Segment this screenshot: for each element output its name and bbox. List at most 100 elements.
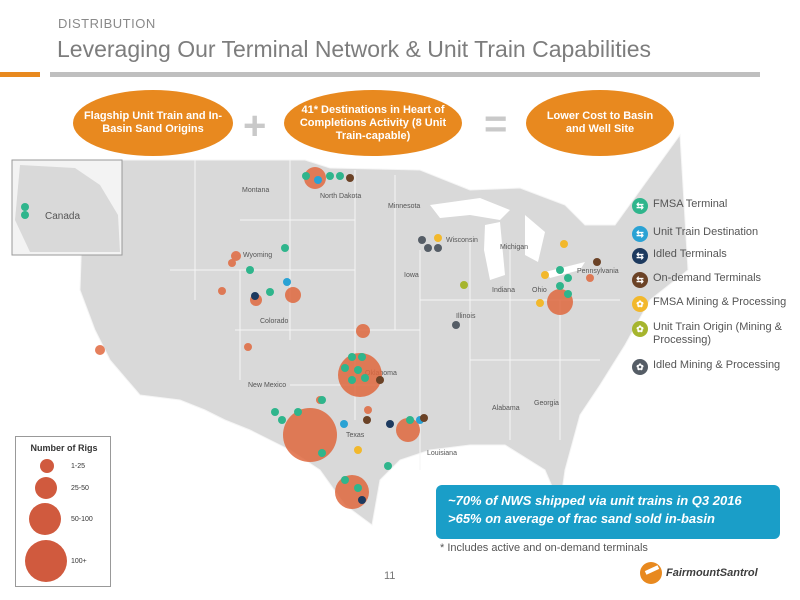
idled-terminal-icon (386, 420, 394, 428)
rig-circle-permian (283, 408, 337, 462)
rig-size-medium (35, 477, 57, 499)
label-iowa: Iowa (404, 272, 419, 279)
rig-bucket-label: 100+ (71, 558, 87, 565)
fmsa-mining-icon (536, 299, 544, 307)
idled-terminal-icon (251, 292, 259, 300)
label-new-mexico: New Mexico (248, 382, 286, 389)
on-demand-terminal-icon: ⇆ (632, 272, 648, 288)
fmsa-terminal-icon (354, 484, 362, 492)
legend-label: Idled Terminals (653, 248, 727, 261)
fmsa-terminal-icon (348, 353, 356, 361)
legend-label: FMSA Terminal (653, 198, 727, 211)
fmsa-terminal-icon (21, 203, 29, 211)
fmsa-terminal-icon (361, 374, 369, 382)
label-pennsylvania: Pennsylvania (577, 268, 619, 275)
on-demand-terminal-icon (346, 174, 354, 182)
page-number: 11 (384, 570, 395, 582)
fmsa-terminal-icon (318, 396, 326, 404)
legend-unit-train-origin: ✿ Unit Train Origin (Mining & Processing… (632, 321, 797, 347)
rig-circle (218, 287, 226, 295)
label-alabama: Alabama (492, 405, 520, 412)
fmsa-terminal-icon: ⇆ (632, 198, 648, 214)
rig-size-small (40, 459, 54, 473)
fmsa-terminal-icon (341, 364, 349, 372)
fmsa-terminal-icon (564, 290, 572, 298)
legend-label: On-demand Terminals (653, 272, 761, 285)
fmsa-mining-icon (354, 446, 362, 454)
fmsa-terminal-icon (302, 172, 310, 180)
label-wyoming: Wyoming (243, 252, 272, 259)
rig-circle-dj-basin (285, 287, 301, 303)
legend-label: Unit Train Origin (Mining & Processing) (653, 321, 797, 347)
company-logo: FairmountSantrol (640, 562, 758, 584)
legend-idled-terminals: ⇆ Idled Terminals (632, 248, 727, 264)
legend-label: Idled Mining & Processing (653, 359, 780, 372)
fmsa-mining-icon (541, 271, 549, 279)
rig-circle (586, 274, 594, 282)
idled-terminal-icon: ⇆ (632, 248, 648, 264)
idled-mining-icon (418, 236, 426, 244)
fmsa-terminal-icon (341, 476, 349, 484)
fmsa-terminal-icon (348, 376, 356, 384)
fmsa-terminal-icon (406, 416, 414, 424)
rig-bucket-label: 25-50 (71, 485, 89, 492)
label-louisiana: Louisiana (427, 450, 457, 457)
rigs-legend: Number of Rigs 1-25 25-50 50-100 100+ (15, 436, 111, 587)
rig-size-large (29, 503, 61, 535)
on-demand-terminal-icon (420, 414, 428, 422)
rig-size-xlarge (25, 540, 67, 582)
fmsa-terminal-icon (556, 282, 564, 290)
callout-line-2: >65% on average of frac sand sold in-bas… (448, 510, 768, 528)
legend-idled-mining: ✿ Idled Mining & Processing (632, 359, 780, 375)
fmsa-terminal-icon (354, 366, 362, 374)
label-colorado: Colorado (260, 318, 289, 325)
fmsa-terminal-icon (318, 449, 326, 457)
fmsa-terminal-icon (271, 408, 279, 416)
fmsa-terminal-icon (281, 244, 289, 252)
legend-unit-train-destination: ⇆ Unit Train Destination (632, 226, 758, 242)
title-rule-accent (0, 72, 40, 77)
fmsa-terminal-icon (246, 266, 254, 274)
fmsa-mining-icon (434, 234, 442, 242)
on-demand-terminal-icon (376, 376, 384, 384)
title-rule (50, 72, 760, 77)
unit-train-destination-icon (340, 420, 348, 428)
rig-circle (364, 406, 372, 414)
label-michigan: Michigan (500, 244, 528, 251)
unit-train-origin-icon (460, 281, 468, 289)
idled-terminal-icon (358, 496, 366, 504)
logo-text: FairmountSantrol (666, 567, 758, 579)
unit-train-origin-icon: ✿ (632, 321, 648, 337)
fmsa-terminal-icon (278, 416, 286, 424)
label-montana: Montana (242, 187, 269, 194)
legend-label: Unit Train Destination (653, 226, 758, 239)
label-texas: Texas (346, 432, 365, 439)
rig-circle (356, 324, 370, 338)
logo-mark-icon (640, 562, 662, 584)
label-canada: Canada (45, 211, 80, 222)
fmsa-terminal-icon (21, 211, 29, 219)
idled-mining-icon (452, 321, 460, 329)
fmsa-terminal-icon (294, 408, 302, 416)
idled-mining-icon: ✿ (632, 359, 648, 375)
unit-train-destination-icon (283, 278, 291, 286)
rig-circle-eagle-ford (335, 475, 369, 509)
idled-mining-icon (424, 244, 432, 252)
legend-label: FMSA Mining & Processing (653, 296, 786, 309)
label-minnesota: Minnesota (388, 203, 420, 210)
callout-line-1: ~70% of NWS shipped via unit trains in Q… (448, 492, 768, 510)
label-north-dakota: North Dakota (320, 193, 361, 200)
unit-train-destination-icon: ⇆ (632, 226, 648, 242)
fmsa-terminal-icon (336, 172, 344, 180)
legend-on-demand-terminals: ⇆ On-demand Terminals (632, 272, 761, 288)
on-demand-terminal-icon (363, 416, 371, 424)
legend-fmsa-mining: ✿ FMSA Mining & Processing (632, 296, 786, 312)
rig-bucket-label: 50-100 (71, 516, 93, 523)
label-indiana: Indiana (492, 287, 515, 294)
rig-circle (244, 343, 252, 351)
label-illinois: Illinois (456, 313, 476, 320)
rig-circle (95, 345, 105, 355)
page-title: Leveraging Our Terminal Network & Unit T… (57, 36, 651, 63)
label-ohio: Ohio (532, 287, 547, 294)
fmsa-mining-icon (560, 240, 568, 248)
